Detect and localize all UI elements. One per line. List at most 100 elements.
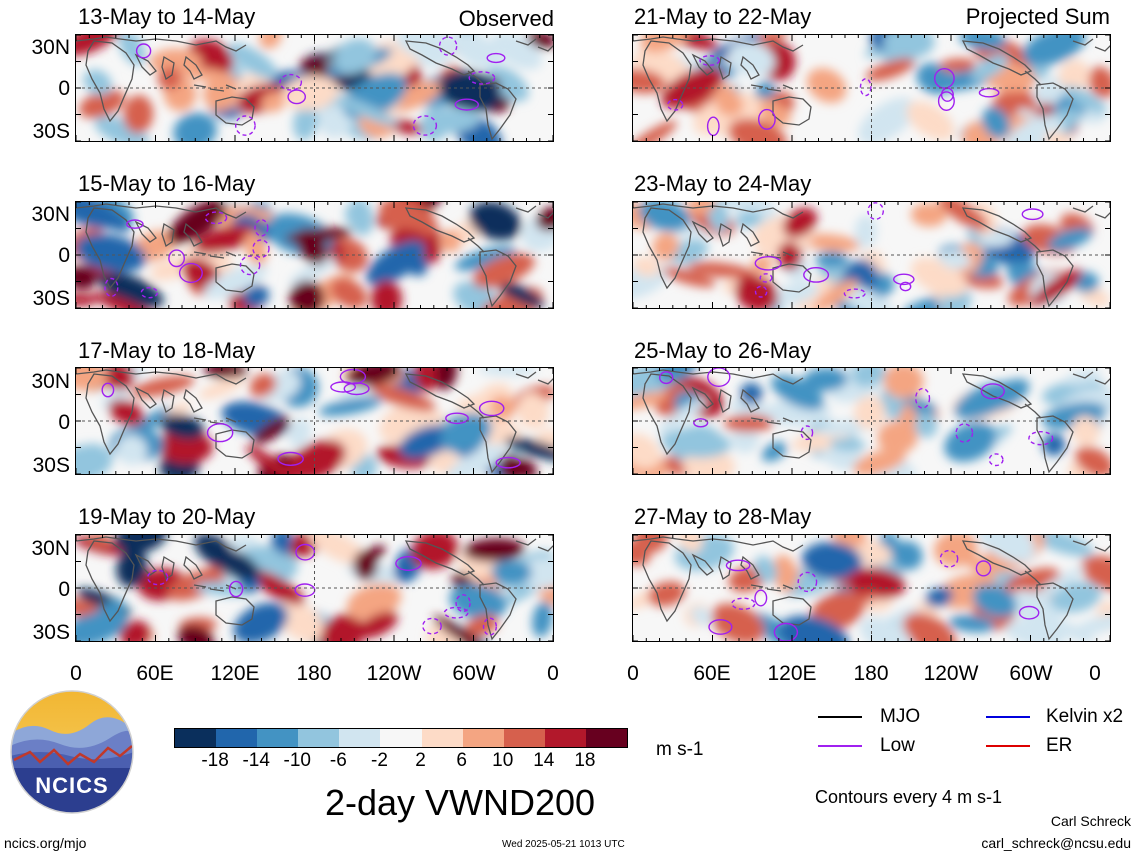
ncics-logo-graphic (10, 690, 134, 814)
lat-label-30n: 30N (31, 203, 70, 226)
panel-title-right-2: 23-May to 24-May (634, 171, 812, 196)
lon-label-60w: 60W (1009, 662, 1053, 685)
colorbar-tick-label: 10 (492, 750, 514, 771)
legend-mjo-line (818, 716, 862, 718)
colorbar-tick-label: 14 (533, 750, 555, 771)
coastlines (633, 203, 1110, 308)
panel-title-right-3: 25-May to 26-May (634, 338, 812, 363)
map-panel-left-2 (75, 201, 554, 309)
panel-title-left-3: 17-May to 18-May (78, 338, 256, 363)
map-field (633, 368, 1110, 474)
low-contours (104, 211, 270, 299)
colorbar-swatch (298, 729, 340, 747)
colorbar-tick-label: -10 (283, 750, 311, 771)
coastlines (633, 369, 1110, 474)
panel-title-right-4: 27-May to 28-May (634, 504, 812, 529)
map-field (633, 535, 1110, 641)
low-contours (101, 368, 521, 469)
colorbar-tick-label: -14 (242, 750, 270, 771)
low-contours (754, 202, 1044, 299)
map-panel-right-4 (632, 534, 1111, 642)
footer-timestamp: Wed 2025-05-21 1013 UTC (502, 839, 625, 850)
panel-title-left-1: 13-May to 14-May (78, 4, 256, 29)
logo-text: NCICS (35, 773, 109, 798)
colorbar-tick-label: 2 (415, 750, 426, 771)
map-panel-left-4 (75, 534, 554, 642)
footer-url: ncics.org/mjo (4, 835, 87, 851)
legend-kelvin-line (986, 716, 1030, 718)
footer-author: Carl Schreck (1050, 813, 1131, 829)
colorbar-swatch (585, 729, 628, 747)
colorbar (174, 728, 628, 748)
colorbar-swatch (421, 729, 463, 747)
low-contours (667, 55, 1000, 137)
lon-label-0: 0 (627, 662, 639, 685)
legend-kelvin-label: Kelvin x2 (1046, 706, 1124, 727)
panel-title-right-1: 21-May to 22-May (634, 4, 812, 29)
lat-label-30s: 30S (32, 120, 70, 143)
map-field (76, 35, 553, 141)
contour-note: Contours every 4 m s-1 (815, 787, 1003, 807)
lon-label-180: 180 (296, 662, 332, 685)
lon-label-60e: 60E (136, 662, 174, 685)
map-panel-right-1 (632, 34, 1111, 142)
colorbar-swatch (462, 729, 504, 747)
colorbar-tick-label: -18 (201, 750, 229, 771)
colorbar-tick-label: 6 (456, 750, 467, 771)
map-field (76, 202, 553, 308)
map-field (633, 35, 1110, 141)
coastlines (76, 36, 553, 141)
colorbar-swatch (216, 729, 258, 747)
ncics-logo: NCICS (10, 690, 134, 814)
lat-label-30s: 30S (32, 621, 70, 644)
lat-label-30n: 30N (31, 537, 70, 560)
colorbar-swatch (380, 729, 422, 747)
projected-sum-label: Projected Sum (965, 4, 1110, 29)
coastlines (76, 369, 553, 474)
colorbar-units: m s-1 (656, 739, 704, 760)
map-field (76, 535, 553, 641)
coastlines (76, 536, 553, 641)
panel-title-left-4: 19-May to 20-May (78, 504, 256, 529)
lon-label-0: 0 (70, 662, 82, 685)
main-title: 2-day VWND200 (324, 782, 596, 823)
footer-email: carl_schreck@ncsu.edu (981, 835, 1131, 851)
lat-label-30s: 30S (32, 287, 70, 310)
legend-er-label: ER (1046, 735, 1073, 756)
panel-title-left-2: 15-May to 16-May (78, 171, 256, 196)
lon-label-180: 180 (853, 662, 889, 685)
lon-label-120e: 120E (210, 662, 260, 685)
lat-label-30n: 30N (31, 36, 70, 59)
lat-label-eq: 0 (58, 244, 70, 267)
lat-label-eq: 0 (58, 411, 70, 434)
colorbar-tick-label: -2 (371, 750, 388, 771)
lon-label-120e: 120E (767, 662, 817, 685)
map-panel-left-1 (75, 34, 554, 142)
lon-label-0-end: 0 (1089, 662, 1101, 685)
colorbar-tick-label: 18 (574, 750, 596, 771)
lon-label-0-end: 0 (547, 662, 559, 685)
legend-er-line (986, 745, 1030, 747)
colorbar-swatch (503, 729, 545, 747)
legend-low-label: Low (880, 735, 915, 756)
legend-low-line (818, 745, 862, 747)
lat-label-30n: 30N (31, 370, 70, 393)
coastlines (633, 536, 1110, 641)
colorbar-swatch (175, 729, 217, 747)
map-panel-right-3 (632, 367, 1111, 475)
lat-label-eq: 0 (58, 578, 70, 601)
lon-label-120w: 120W (366, 662, 422, 685)
colorbar-tick-label: -6 (329, 750, 347, 771)
colorbar-swatch (339, 729, 381, 747)
map-panel-left-3 (75, 367, 554, 475)
coastlines (76, 203, 553, 308)
colorbar-swatch (257, 729, 299, 747)
colorbar-swatch (544, 729, 586, 747)
lon-label-120w: 120W (923, 662, 979, 685)
map-field (633, 202, 1110, 308)
lat-label-eq: 0 (58, 77, 70, 100)
low-contours (659, 368, 1054, 467)
lon-label-60w: 60W (452, 662, 496, 685)
lat-label-30s: 30S (32, 454, 70, 477)
map-field (76, 368, 553, 474)
